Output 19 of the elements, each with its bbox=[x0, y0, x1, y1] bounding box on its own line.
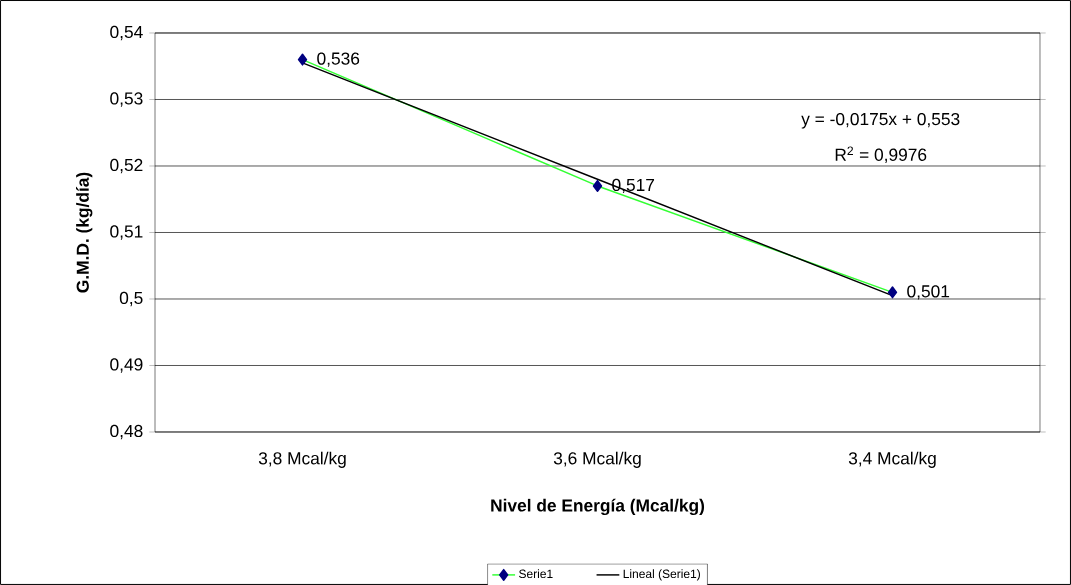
annotation: R$^{2}$ = 0,9976 bbox=[835, 146, 927, 163]
data-label: 0,501 bbox=[907, 285, 950, 300]
y-tick-label: 0,54 bbox=[110, 25, 143, 41]
data-label: 0,517 bbox=[612, 178, 655, 194]
x-tick-label: 3,6 Mcal/kg bbox=[553, 451, 641, 468]
y-tick-label: 0,51 bbox=[110, 225, 143, 240]
y-tick-label: 0,48 bbox=[110, 424, 143, 440]
y-axis-title: G.M.D. (kg/día) bbox=[76, 172, 93, 293]
y-tick-label: 0,49 bbox=[110, 358, 143, 373]
legend-label: Lineal (Serie1) bbox=[623, 569, 700, 581]
y-tick-label: 0,5 bbox=[119, 291, 143, 307]
y-tick-label: 0,53 bbox=[110, 92, 143, 107]
annotation: y = -0,0175x + 0,553 bbox=[801, 112, 960, 129]
x-tick-label: 3,4 Mcal/kg bbox=[848, 451, 936, 468]
y-tick-label: 0,52 bbox=[110, 158, 143, 174]
legend-label: Serie1 bbox=[519, 569, 553, 579]
x-tick-label: 3,8 Mcal/kg bbox=[258, 451, 346, 468]
data-label: 0,536 bbox=[317, 52, 360, 67]
x-axis-title: Nivel de Energía (Mcal/kg) bbox=[491, 498, 705, 516]
